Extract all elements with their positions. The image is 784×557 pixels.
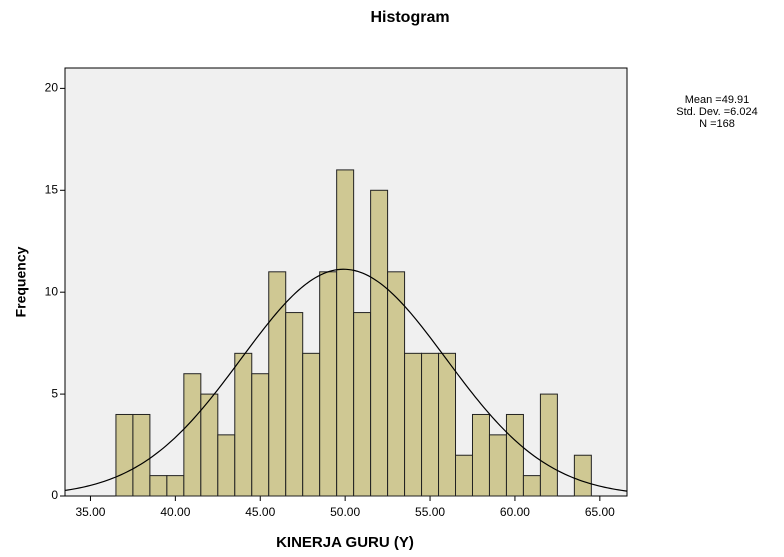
y-tick-label: 0 <box>51 488 58 502</box>
bar <box>252 374 269 496</box>
bar <box>354 313 371 496</box>
page: Histogram Frequency KINERJA GURU (Y) 0 5 1… <box>0 0 784 557</box>
y-tick-label: 15 <box>45 182 59 196</box>
bar <box>422 353 439 496</box>
stats-annotation: Std. Dev. =6.024 <box>676 106 757 118</box>
y-tick-label: 10 <box>45 284 59 298</box>
bar <box>574 455 591 496</box>
bar <box>388 272 405 496</box>
bar <box>320 272 337 496</box>
bar <box>218 435 235 496</box>
y-tick-label: 5 <box>51 386 58 400</box>
bar <box>540 394 557 496</box>
bar <box>150 476 167 496</box>
bar <box>116 414 133 496</box>
bar <box>489 435 506 496</box>
bar <box>303 353 320 496</box>
x-tick-label: 40.00 <box>160 505 190 519</box>
y-axis-label: Frequency <box>13 246 29 317</box>
stats-annotation: Mean =49.91 <box>685 94 750 106</box>
chart: Histogram Frequency KINERJA GURU (Y) 0 5 1… <box>0 0 784 557</box>
x-tick-label: 35.00 <box>75 505 105 519</box>
bar <box>439 353 456 496</box>
bar <box>286 313 303 496</box>
bar <box>405 353 422 496</box>
bar <box>337 170 354 496</box>
x-tick-label: 65.00 <box>585 505 615 519</box>
x-tick-label: 60.00 <box>500 505 530 519</box>
bar <box>371 190 388 496</box>
x-axis-label: KINERJA GURU (Y) <box>276 534 414 551</box>
x-tick-label: 55.00 <box>415 505 445 519</box>
chart-title: Histogram <box>370 9 449 26</box>
bar <box>201 394 218 496</box>
bar <box>472 414 489 496</box>
bar <box>167 476 184 496</box>
y-tick-label: 20 <box>45 81 59 95</box>
bar <box>456 455 473 496</box>
bar <box>506 414 523 496</box>
bar <box>523 476 540 496</box>
bar <box>133 414 150 496</box>
bar <box>184 374 201 496</box>
stats-annotation: N =168 <box>699 118 735 130</box>
x-tick-label: 50.00 <box>330 505 360 519</box>
x-tick-label: 45.00 <box>245 505 275 519</box>
bar <box>235 353 252 496</box>
